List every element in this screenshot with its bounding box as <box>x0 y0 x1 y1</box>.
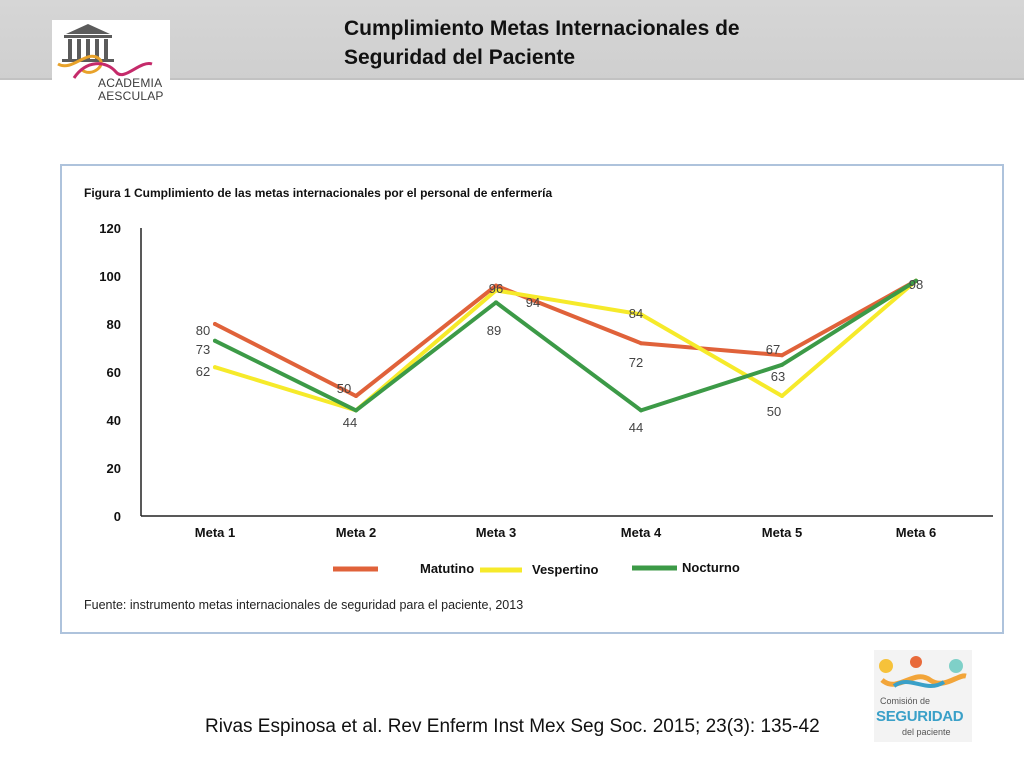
data-label: 80 <box>196 323 210 338</box>
data-label: 50 <box>337 381 351 396</box>
data-label: 72 <box>629 355 643 370</box>
data-label: 67 <box>766 342 780 357</box>
data-label: 62 <box>196 364 210 379</box>
page-title: Cumplimiento Metas Internacionales de Se… <box>344 14 904 72</box>
people-figures-icon <box>879 656 967 688</box>
y-tick-label: 20 <box>107 461 121 476</box>
y-tick-label: 100 <box>99 269 121 284</box>
data-label: 89 <box>487 323 501 338</box>
data-label: 44 <box>343 415 357 430</box>
x-tick-label: Meta 2 <box>336 525 376 540</box>
data-point <box>494 283 498 288</box>
data-point <box>494 288 498 293</box>
figure-source: Fuente: instrumento metas internacionale… <box>84 598 524 612</box>
comision-seguridad-logo <box>874 650 972 742</box>
x-tick-label: Meta 6 <box>896 525 936 540</box>
legend-label: Matutino <box>420 561 474 576</box>
y-tick-label: 60 <box>107 365 121 380</box>
figure-caption: Figura 1 Cumplimiento de las metas inter… <box>84 186 553 200</box>
logo-right-line1: Comisión de <box>880 696 931 706</box>
header-bar <box>0 0 1024 80</box>
data-point <box>639 341 643 346</box>
series-line-vespertino <box>213 278 918 413</box>
data-point <box>354 408 358 413</box>
academia-aesculap-logo: ACADEMIA AESCULAP <box>52 20 170 104</box>
data-point <box>914 278 918 283</box>
y-tick-label: 40 <box>107 413 121 428</box>
y-tick-label: 120 <box>99 221 121 236</box>
x-tick-label: Meta 3 <box>476 525 516 540</box>
x-tick-label: Meta 4 <box>621 525 662 540</box>
title-line2: Seguridad del Paciente <box>344 46 576 69</box>
data-point <box>213 365 217 370</box>
logo-right-line3: del paciente <box>902 727 951 737</box>
data-point <box>639 312 643 317</box>
logo-right-line2: SEGURIDAD <box>876 708 964 725</box>
data-label: 44 <box>629 420 643 435</box>
x-tick-label: Meta 1 <box>195 525 235 540</box>
x-tick-label: Meta 5 <box>762 525 802 540</box>
y-tick-label: 80 <box>107 317 121 332</box>
data-label: 50 <box>767 404 781 419</box>
logo-text-line2: AESCULAP <box>98 89 164 103</box>
data-label: 84 <box>629 306 643 321</box>
data-label: 98 <box>909 277 923 292</box>
temple-icon <box>57 24 153 79</box>
data-point <box>213 322 217 326</box>
data-point <box>639 408 643 413</box>
data-point <box>494 300 498 305</box>
citation: Rivas Espinosa et al. Rev Enferm Inst Me… <box>205 716 820 737</box>
data-label: 96 <box>489 281 503 296</box>
data-label: 94 <box>526 295 540 310</box>
data-label: 63 <box>771 369 785 384</box>
data-point <box>354 394 358 398</box>
data-point <box>213 338 217 343</box>
legend-label: Nocturno <box>682 560 740 575</box>
data-point <box>780 362 784 367</box>
legend-label: Vespertino <box>532 562 599 577</box>
data-point <box>780 394 784 398</box>
title-line1: Cumplimiento Metas Internacionales de <box>344 17 740 40</box>
y-tick-label: 0 <box>114 509 121 524</box>
data-point <box>780 353 784 358</box>
data-label: 73 <box>196 342 210 357</box>
logo-text-line1: ACADEMIA <box>98 76 163 90</box>
figure-frame <box>60 164 1004 634</box>
series-line-matutino <box>213 278 918 398</box>
series-line-nocturno <box>213 278 918 413</box>
